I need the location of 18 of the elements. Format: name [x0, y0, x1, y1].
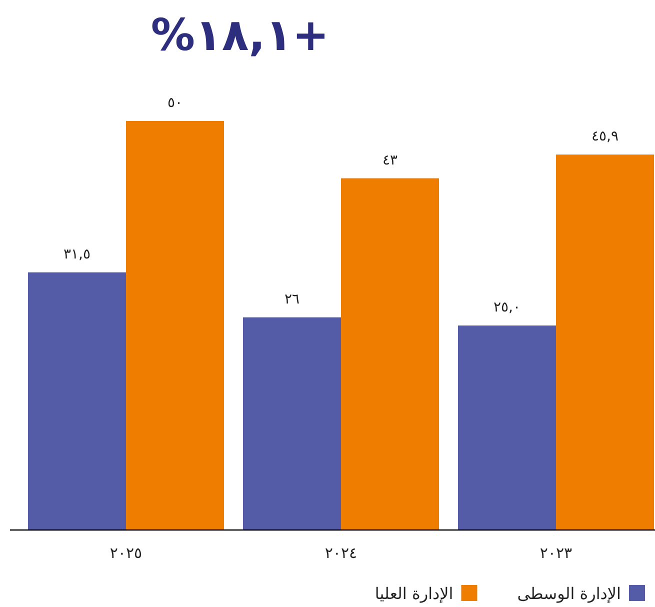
- data-label: ٢٥,٠: [493, 300, 521, 316]
- bar: [458, 326, 556, 530]
- legend-label: الإدارة العليا: [374, 584, 454, 603]
- data-label: ٥٠: [167, 95, 183, 111]
- bar: [243, 317, 341, 530]
- data-label: ٤٥,٩: [591, 128, 619, 145]
- x-tick-label: ٢٠٢٥: [110, 544, 142, 562]
- bar: [556, 154, 654, 530]
- bar: [28, 272, 126, 530]
- x-tick-label: ٢٠٢٣: [540, 544, 572, 562]
- x-tick-label: ٢٠٢٤: [324, 544, 358, 562]
- data-label: ٤٣: [382, 152, 398, 168]
- data-label: ٢٦: [284, 291, 300, 308]
- bar: [126, 121, 224, 530]
- chart-title: +١٨,١%: [150, 10, 330, 61]
- data-label: ٣١,٥: [63, 246, 91, 262]
- legend-label: الإدارة الوسطى: [517, 584, 621, 603]
- bar: [341, 178, 439, 530]
